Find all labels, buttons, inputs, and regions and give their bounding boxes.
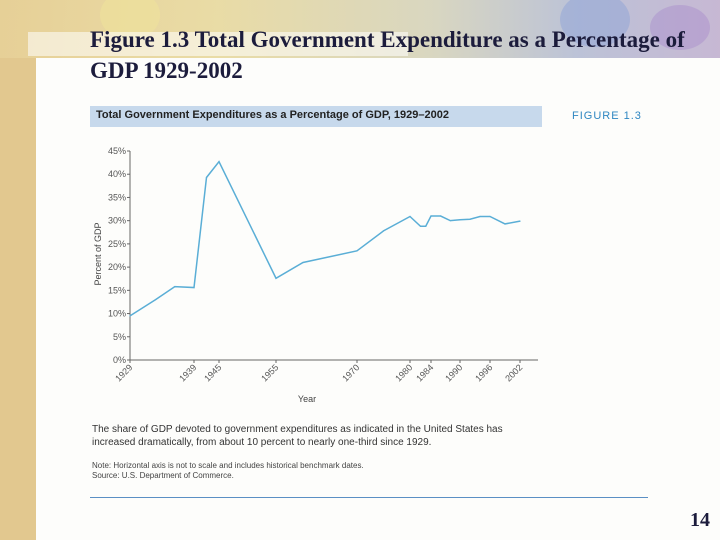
x-tick-label: 1955 bbox=[259, 362, 280, 383]
x-tick-label: 1984 bbox=[414, 362, 435, 383]
data-point bbox=[489, 215, 491, 218]
figure-caption: The share of GDP devoted to government e… bbox=[92, 424, 503, 448]
data-point bbox=[425, 225, 427, 227]
y-axis: 0% 5% 10% 15% 20% 25% 30% 35% 40% 45% bbox=[108, 146, 131, 365]
y-tick-label: 40% bbox=[108, 169, 126, 179]
data-point bbox=[519, 220, 521, 222]
data-point bbox=[479, 215, 481, 218]
y-tick-label: 10% bbox=[108, 309, 126, 319]
data-point bbox=[205, 176, 208, 179]
y-tick-label: 35% bbox=[108, 192, 126, 202]
figure-note: Note: Horizontal axis is not to scale an… bbox=[92, 461, 547, 481]
x-tick-label: 1929 bbox=[113, 362, 134, 383]
y-tick-label: 30% bbox=[108, 216, 126, 226]
data-point bbox=[356, 250, 358, 252]
x-tick-label: 2002 bbox=[503, 362, 524, 383]
flower-decoration-2 bbox=[560, 0, 630, 47]
y-tick-label: 5% bbox=[113, 332, 126, 342]
data-point bbox=[449, 220, 451, 222]
x-tick-label: 1970 bbox=[340, 362, 361, 383]
data-point bbox=[193, 286, 195, 289]
data-point bbox=[129, 315, 131, 317]
x-axis: 1929 1939 1945 1955 1970 1980 1984 1990 1996 2002 bbox=[113, 359, 538, 384]
x-tick-label: 1945 bbox=[202, 362, 223, 383]
data-point bbox=[504, 223, 506, 225]
data-point bbox=[155, 299, 157, 301]
data-point bbox=[218, 161, 220, 163]
figure-header-text: Total Government Expenditures as a Perce… bbox=[96, 109, 449, 121]
x-tick-label: 1939 bbox=[177, 362, 198, 383]
figure-header: Total Government Expenditures as a Perce… bbox=[90, 106, 542, 127]
x-axis-title: Year bbox=[298, 394, 316, 404]
y-tick-label: 45% bbox=[108, 146, 126, 156]
left-decoration-strip bbox=[0, 58, 36, 540]
data-point bbox=[419, 225, 422, 227]
title-highlight bbox=[28, 32, 408, 56]
data-point bbox=[382, 230, 385, 232]
y-tick-label: 15% bbox=[108, 285, 126, 295]
data-point bbox=[459, 219, 461, 221]
flower-decoration-3 bbox=[650, 5, 710, 50]
source-text: Source: U.S. Department of Commerce. bbox=[92, 471, 234, 480]
data-point bbox=[275, 277, 277, 279]
data-point bbox=[302, 261, 304, 264]
figure-number: FIGURE 1.3 bbox=[572, 110, 642, 122]
y-tick-label: 25% bbox=[108, 239, 126, 249]
series-points bbox=[129, 161, 521, 317]
slide-panel bbox=[36, 58, 720, 540]
divider bbox=[90, 497, 648, 498]
series-line bbox=[129, 160, 521, 317]
data-point bbox=[469, 218, 471, 220]
y-axis-title: Percent of GDP bbox=[93, 222, 103, 285]
data-point bbox=[409, 215, 411, 218]
slide-title: Figure 1.3 Total Government Expenditure … bbox=[90, 27, 685, 83]
y-tick-label: 0% bbox=[113, 355, 126, 365]
x-tick-label: 1980 bbox=[393, 362, 414, 383]
data-point bbox=[430, 215, 432, 217]
x-tick-label: 1996 bbox=[473, 362, 494, 383]
x-tick-label: 1990 bbox=[443, 362, 464, 383]
data-point bbox=[174, 286, 176, 288]
y-tick-label: 20% bbox=[108, 262, 126, 272]
data-point bbox=[440, 215, 442, 217]
note-text: Note: Horizontal axis is not to scale an… bbox=[92, 461, 364, 470]
line-chart: 0% 5% 10% 15% 20% 25% 30% 35% 40% 45% 1929 1939 194… bbox=[93, 146, 538, 404]
page-number: 14 bbox=[690, 509, 710, 531]
